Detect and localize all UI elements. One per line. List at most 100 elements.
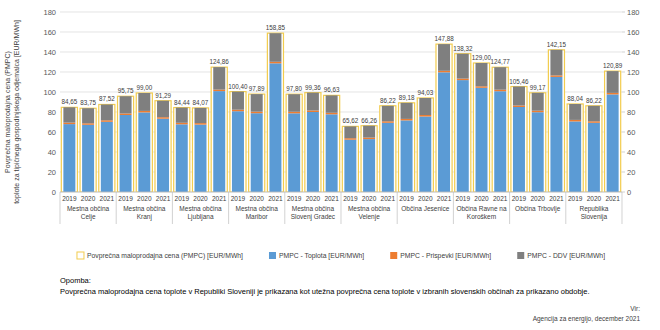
legend-swatch [517, 252, 524, 259]
total-bar [99, 104, 115, 192]
y2-tick [622, 132, 625, 133]
group-label-line: Mestna občina [123, 205, 166, 212]
group-label-line: Celje [81, 213, 96, 221]
stack-segment [513, 107, 525, 192]
data-label: 99,17 [530, 84, 546, 91]
stack-segment [494, 67, 506, 90]
y2-tick-label: 0 [627, 188, 631, 197]
group-separator [565, 192, 566, 224]
stack-segment [344, 138, 356, 140]
stack-segment [569, 121, 581, 192]
stack-segment [438, 44, 450, 71]
stack-segment [476, 86, 488, 88]
stack-segment [195, 123, 207, 125]
stack-segment [288, 112, 300, 114]
stack-segment [326, 113, 338, 115]
legend-swatch [77, 252, 84, 259]
total-bar [548, 50, 564, 192]
data-label: 66,26 [361, 117, 377, 124]
total-bar [211, 67, 227, 192]
y2-tick [622, 72, 625, 73]
stack-segment [607, 93, 619, 95]
stack-segment [138, 111, 150, 113]
stack-segment [120, 115, 132, 192]
stack-segment [401, 119, 413, 121]
y2-tick [622, 192, 625, 193]
stack-segment [588, 121, 600, 123]
stack-segment [195, 125, 207, 192]
stack-segment [457, 80, 469, 192]
group-label-line: Občina Ravne na [456, 205, 507, 212]
group-label: RepublikaSlovenija [579, 205, 608, 221]
x-tick-label: 2021 [268, 195, 283, 202]
stack-segment [532, 111, 544, 113]
stack-segment [419, 117, 431, 193]
data-label: 84,07 [193, 99, 209, 106]
data-label: 89,18 [399, 94, 415, 101]
stack-segment [550, 75, 562, 77]
stack-segment [138, 93, 150, 111]
legend-item: PMPC - DDV [EUR/MWh] [517, 252, 605, 260]
total-bar [174, 108, 190, 192]
stack-segment [307, 111, 319, 113]
total-bar [417, 98, 433, 192]
data-label: 100,40 [228, 83, 248, 90]
group-label-line: Mestna občina [292, 205, 335, 212]
stack-segment [513, 87, 525, 106]
stack-segment [363, 139, 375, 192]
stack-segment [251, 112, 263, 114]
stack-segment [213, 91, 225, 192]
x-tick-label: 2019 [512, 195, 527, 202]
group-label: Občina Trbovlje [515, 205, 561, 213]
group-label-line: Republika [579, 205, 608, 213]
y2-tick-label: 40 [627, 148, 635, 157]
group-label-line: Velenje [358, 213, 380, 221]
x-tick-label: 2020 [418, 195, 433, 202]
stack-segment [251, 113, 263, 192]
background [0, 0, 660, 330]
chart: 0204060801001201401601800204060801001201… [0, 0, 660, 330]
legend-label: Povprečna maloprodajna cena (PMPC) [EUR/… [87, 252, 243, 260]
y2-tick-label: 180 [627, 8, 640, 17]
x-tick-label: 2020 [193, 195, 208, 202]
legend-swatch [269, 252, 276, 259]
stack-segment [63, 123, 75, 125]
data-label: 91,29 [155, 92, 171, 99]
y-axis-label: Povprečna maloprodajna cena (PMPC) [4, 51, 12, 173]
stack-segment [157, 101, 169, 118]
stack-segment [101, 122, 113, 192]
stack-segment [176, 123, 188, 125]
data-label: 94,03 [417, 89, 433, 96]
x-tick-label: 2020 [137, 195, 152, 202]
x-tick-label: 2019 [231, 195, 246, 202]
total-bar [567, 104, 583, 192]
x-tick-label: 2021 [549, 195, 564, 202]
stack-segment [401, 103, 413, 119]
group-label-line: Maribor [246, 213, 269, 220]
stack-segment [288, 113, 300, 192]
group-label-line: Mestna občina [236, 205, 279, 212]
x-tick-label: 2021 [324, 195, 339, 202]
x-tick-label: 2021 [493, 195, 508, 202]
legend-label: PMPC - DDV [EUR/MWh] [527, 252, 605, 260]
data-label: 142,15 [547, 41, 567, 48]
grid-line [60, 52, 622, 53]
total-bar [324, 95, 340, 192]
stack-segment [232, 92, 244, 110]
group-label-line: Občina Jesenice [401, 205, 449, 212]
total-bar [473, 63, 489, 192]
data-label: 138,32 [453, 45, 473, 52]
stack-segment [232, 110, 244, 112]
stack-segment [251, 94, 263, 112]
stack-segment [232, 111, 244, 192]
stack-segment [82, 108, 94, 123]
group-label: Mestna občinaVelenje [348, 205, 391, 221]
x-tick-label: 2021 [212, 195, 227, 202]
stack-segment [269, 63, 281, 192]
stack-segment [63, 107, 75, 122]
total-bar [586, 106, 602, 192]
source-title: Vir: [630, 305, 640, 312]
group-label: Mestna občinaKranj [123, 205, 166, 221]
total-bar [492, 67, 508, 192]
bars [61, 33, 620, 192]
